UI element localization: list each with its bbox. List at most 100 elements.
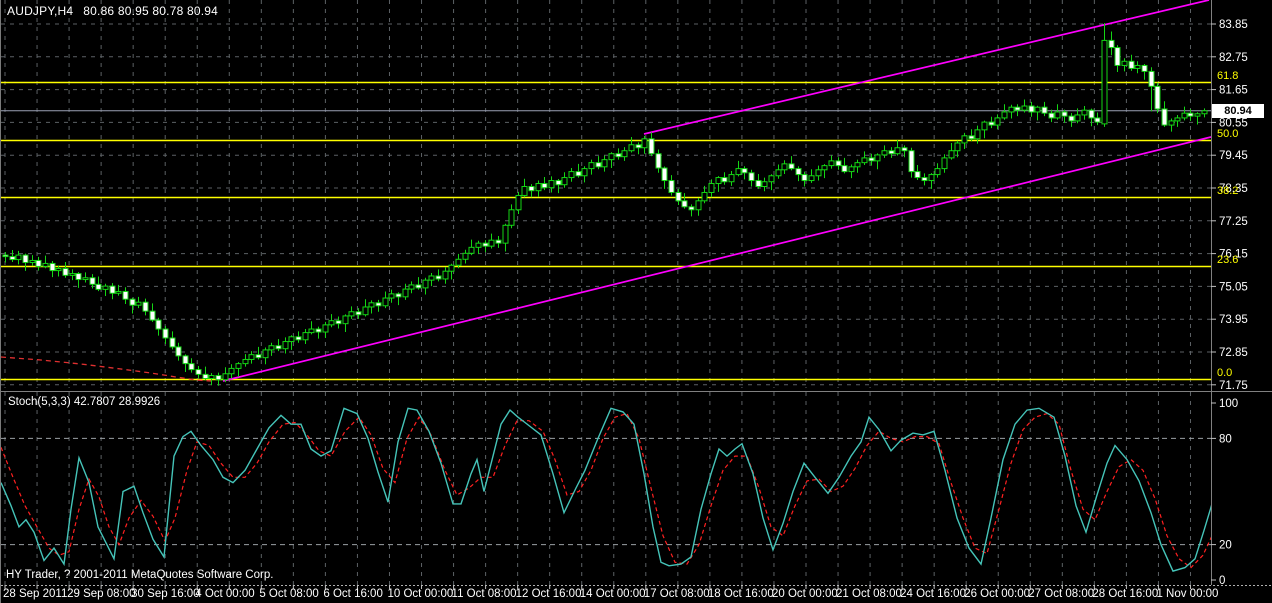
candle	[788, 156, 795, 171]
candle	[888, 147, 895, 158]
candle	[62, 261, 69, 278]
candle	[202, 366, 209, 381]
lower-channel-line	[222, 136, 1211, 382]
trendlines[interactable]	[222, 0, 1211, 382]
candle	[142, 298, 149, 316]
candle	[1028, 101, 1035, 117]
candle	[601, 155, 608, 172]
time-axis-label: 17 Oct 08:00	[644, 588, 710, 600]
candle	[295, 331, 302, 343]
candle	[1048, 109, 1055, 123]
fib-level-label: 23.6	[1217, 254, 1238, 266]
candle	[775, 164, 782, 179]
time-axis-label: 28 Sep 2011	[3, 588, 67, 600]
price-axis-label: 81.65	[1219, 85, 1248, 97]
candle	[535, 180, 542, 197]
candle	[262, 347, 269, 365]
candle	[735, 160, 742, 177]
price-axis[interactable]: 83.85 82.75 81.65 80.55 79.45 78.35 77.25 76.15…	[1211, 19, 1248, 392]
candle	[468, 239, 475, 256]
candle	[55, 265, 62, 277]
ohlc-readout: 80.86 80.95 80.78 80.94	[83, 4, 219, 18]
stoch-axis-label: 100	[1219, 398, 1238, 410]
candle	[988, 116, 995, 129]
candle	[335, 316, 342, 329]
candle	[29, 255, 36, 266]
candle	[122, 287, 129, 304]
candle	[195, 366, 202, 379]
candle	[528, 184, 535, 198]
candle	[1068, 113, 1075, 127]
time-axis-label: 29 Sep 08:00	[67, 588, 135, 600]
candle	[941, 154, 948, 173]
time-axis-label: 5 Oct 08:00	[259, 588, 318, 600]
candle	[575, 163, 582, 178]
time-axis-label: 10 Oct 00:00	[387, 588, 453, 600]
candle	[102, 283, 109, 296]
time-axis-label: 1 Nov 00:00	[1156, 588, 1218, 600]
candle	[1014, 104, 1021, 117]
price-axis-label: 80.55	[1219, 117, 1248, 129]
candle	[255, 346, 262, 360]
time-axis-label: 26 Oct 00:00	[964, 588, 1030, 600]
candle	[1187, 108, 1194, 121]
candle	[948, 142, 955, 160]
candle	[508, 204, 515, 229]
candle	[215, 372, 222, 386]
candle	[275, 339, 282, 352]
candle	[708, 179, 715, 198]
candle	[268, 342, 275, 356]
candle	[695, 197, 702, 216]
candle	[1141, 63, 1148, 80]
candle	[854, 159, 861, 173]
time-axis-label: 27 Oct 08:00	[1028, 588, 1094, 600]
candle	[861, 151, 868, 166]
time-axis-label: 28 Oct 16:00	[1092, 588, 1158, 600]
candle	[342, 314, 349, 333]
candle	[908, 147, 915, 178]
price-axis-label: 76.15	[1219, 249, 1248, 261]
candle	[502, 223, 509, 252]
candle	[588, 159, 595, 175]
candle	[395, 292, 402, 306]
candle	[1021, 99, 1028, 113]
candle	[222, 367, 229, 383]
candle	[182, 354, 189, 372]
candle	[1194, 112, 1201, 125]
candle	[675, 188, 682, 205]
fibonacci-retracement[interactable]	[1, 81, 1211, 381]
price-axis-label: 83.85	[1219, 19, 1248, 31]
upper-channel-line	[643, 0, 1210, 135]
candle	[82, 272, 89, 283]
candle	[621, 147, 628, 161]
time-axis-label: 21 Oct 08:00	[836, 588, 902, 600]
candle	[801, 171, 808, 187]
candle	[2, 252, 9, 263]
candle	[894, 139, 901, 156]
candle	[49, 261, 56, 278]
stoch-signal-line	[1, 412, 1211, 569]
price-axis-label: 72.85	[1219, 347, 1248, 359]
stochastic-indicator	[1, 407, 1211, 572]
candle	[1128, 54, 1135, 71]
candle	[755, 173, 762, 189]
stoch-axis-label: 0	[1219, 575, 1225, 587]
candle	[155, 317, 162, 336]
ma-dashed-line[interactable]	[1, 356, 212, 382]
fib-level-label: 38.2	[1217, 185, 1238, 197]
grid	[1, 0, 1211, 585]
copyright-text: HY Trader, ? 2001-2011 MetaQuotes Softwa…	[6, 569, 274, 581]
candle	[548, 176, 555, 193]
candle	[89, 274, 96, 289]
candle	[302, 329, 309, 344]
candle	[521, 178, 528, 198]
candle	[22, 253, 29, 271]
candle	[475, 240, 482, 254]
stoch-axis[interactable]: 100 80 20 0	[1211, 398, 1238, 587]
current-price-tag: 80.94	[1212, 104, 1264, 118]
price-axis-label: 71.75	[1219, 380, 1248, 392]
candle	[1134, 61, 1141, 74]
candle	[1061, 109, 1068, 123]
